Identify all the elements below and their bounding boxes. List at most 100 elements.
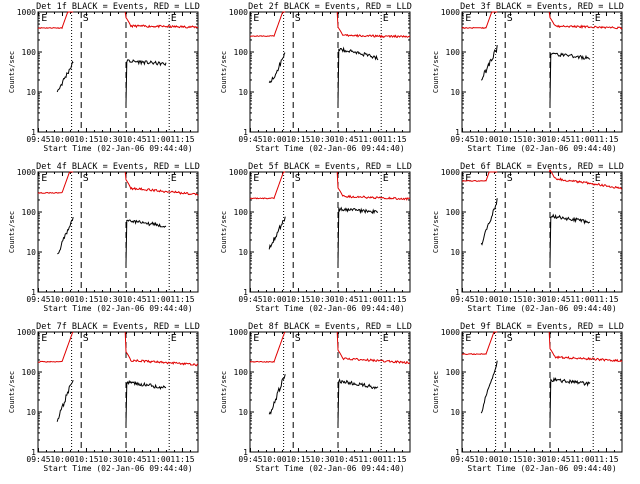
marker-label-e: E bbox=[383, 13, 389, 24]
y-tick-label: 1 bbox=[31, 448, 36, 457]
marker-label-e: E bbox=[41, 173, 47, 184]
y-tick-label: 10 bbox=[450, 88, 460, 97]
marker-label-s: S bbox=[83, 333, 89, 344]
chart-panel-7: Det 7f BLACK = Events, RED = LLD 1 10 100 10… bbox=[8, 322, 200, 473]
y-tick-label: 1 bbox=[455, 448, 460, 457]
chart-title: Det 2f BLACK = Events, RED = LLD bbox=[248, 2, 412, 12]
marker-label-e: E bbox=[253, 13, 259, 24]
lld-series-segment bbox=[249, 171, 286, 200]
x-tick-label: 11:00 bbox=[570, 455, 594, 464]
lld-series-segment bbox=[461, 11, 498, 29]
x-tick-label: 10:00 bbox=[474, 135, 498, 144]
x-tick-label: 10:30 bbox=[310, 135, 334, 144]
x-tick-label: 10:00 bbox=[262, 295, 286, 304]
x-tick-label: 10:45 bbox=[334, 295, 358, 304]
plot-frame bbox=[37, 331, 199, 453]
chart-panel-2: Det 2f BLACK = Events, RED = LLD 1 10 100 10… bbox=[220, 2, 412, 153]
y-tick-label: 10 bbox=[450, 408, 460, 417]
x-tick-label: 11:15 bbox=[594, 135, 618, 144]
x-tick-label: 11:15 bbox=[382, 135, 406, 144]
x-tick-label: 10:45 bbox=[122, 455, 146, 464]
chart-title: Det 5f BLACK = Events, RED = LLD bbox=[248, 162, 412, 172]
x-tick-label: 10:15 bbox=[286, 135, 310, 144]
y-tick-label: 100 bbox=[234, 48, 249, 57]
x-tick-label: 11:00 bbox=[570, 295, 594, 304]
lld-series-segment bbox=[37, 171, 74, 194]
x-tick-label: 09:45 bbox=[238, 295, 262, 304]
events-series-segment bbox=[337, 46, 379, 105]
y-tick-label: 10 bbox=[238, 408, 248, 417]
chart-panel-4: Det 4f BLACK = Events, RED = LLD 1 10 100 10… bbox=[8, 162, 200, 313]
lld-series-segment bbox=[124, 331, 199, 367]
events-series-segment bbox=[268, 52, 286, 84]
lld-series-segment bbox=[548, 11, 623, 30]
x-tick-label: 10:00 bbox=[474, 455, 498, 464]
x-tick-label: 10:15 bbox=[286, 295, 310, 304]
x-tick-label: 11:15 bbox=[170, 455, 194, 464]
x-tick-label: 10:00 bbox=[262, 135, 286, 144]
x-tick-label: 11:15 bbox=[382, 295, 406, 304]
events-series-segment bbox=[480, 360, 498, 414]
x-tick-label: 11:15 bbox=[170, 135, 194, 144]
x-tick-label: 10:00 bbox=[50, 295, 74, 304]
x-tick-label: 11:15 bbox=[382, 455, 406, 464]
chart-title: Det 4f BLACK = Events, RED = LLD bbox=[36, 162, 200, 172]
marker-label-e: E bbox=[465, 173, 471, 184]
x-tick-label: 11:00 bbox=[146, 455, 170, 464]
y-tick-label: 100 bbox=[22, 48, 37, 57]
x-tick-label: 10:15 bbox=[74, 135, 98, 144]
y-tick-label: 1 bbox=[455, 128, 460, 137]
x-tick-label: 09:45 bbox=[450, 295, 474, 304]
events-series-segment bbox=[549, 52, 591, 105]
marker-label-e: E bbox=[465, 333, 471, 344]
chart-panel-1: Det 1f BLACK = Events, RED = LLD 1 10 100 10… bbox=[8, 2, 200, 153]
x-tick-label: 11:00 bbox=[358, 455, 382, 464]
x-tick-label: 10:15 bbox=[498, 295, 522, 304]
x-axis-label: Start Time (02-Jan-06 09:44:40) bbox=[43, 464, 192, 473]
marker-label-e: E bbox=[253, 333, 259, 344]
x-tick-label: 10:15 bbox=[498, 455, 522, 464]
x-tick-label: 10:15 bbox=[286, 455, 310, 464]
y-tick-label: 10 bbox=[238, 248, 248, 257]
y-tick-label: 1000 bbox=[229, 8, 248, 17]
marker-label-s: S bbox=[295, 333, 301, 344]
marker-label-e: E bbox=[383, 173, 389, 184]
events-series-segment bbox=[57, 216, 74, 255]
chart-title: Det 1f BLACK = Events, RED = LLD bbox=[36, 2, 200, 12]
marker-label-e: E bbox=[171, 173, 177, 184]
plot-frame bbox=[37, 171, 199, 293]
y-axis-label: Counts/sec bbox=[432, 211, 440, 253]
plot-frame bbox=[249, 331, 411, 453]
y-axis-label: Counts/sec bbox=[8, 51, 16, 93]
events-series-segment bbox=[56, 380, 74, 422]
y-tick-label: 100 bbox=[234, 368, 249, 377]
lld-series-segment bbox=[336, 11, 411, 39]
marker-label-e: E bbox=[171, 13, 177, 24]
x-tick-label: 11:15 bbox=[594, 295, 618, 304]
events-series-segment bbox=[125, 219, 167, 265]
marker-label-s: S bbox=[507, 333, 513, 344]
chart-title: Det 9f BLACK = Events, RED = LLD bbox=[460, 322, 624, 332]
x-tick-label: 10:15 bbox=[74, 455, 98, 464]
x-tick-label: 11:15 bbox=[170, 295, 194, 304]
y-axis-label: Counts/sec bbox=[8, 371, 16, 413]
lld-series-segment bbox=[124, 11, 198, 29]
marker-label-e: E bbox=[41, 333, 47, 344]
marker-label-s: S bbox=[295, 13, 301, 24]
y-tick-label: 10 bbox=[450, 248, 460, 257]
events-series-segment bbox=[549, 213, 590, 265]
x-tick-label: 10:00 bbox=[50, 455, 74, 464]
lld-series-segment bbox=[124, 171, 199, 196]
plot-frame bbox=[249, 171, 411, 293]
y-tick-label: 10 bbox=[26, 248, 36, 257]
y-tick-label: 10 bbox=[238, 88, 248, 97]
events-series-segment bbox=[268, 216, 286, 250]
chart-title: Det 6f BLACK = Events, RED = LLD bbox=[460, 162, 624, 172]
x-tick-label: 10:45 bbox=[122, 135, 146, 144]
marker-label-e: E bbox=[595, 13, 601, 24]
x-tick-label: 10:30 bbox=[522, 295, 546, 304]
lld-series-segment bbox=[548, 331, 623, 363]
y-axis-label: Counts/sec bbox=[220, 211, 228, 253]
x-axis-label: Start Time (02-Jan-06 09:44:40) bbox=[43, 144, 192, 153]
plot-frame bbox=[461, 331, 623, 453]
